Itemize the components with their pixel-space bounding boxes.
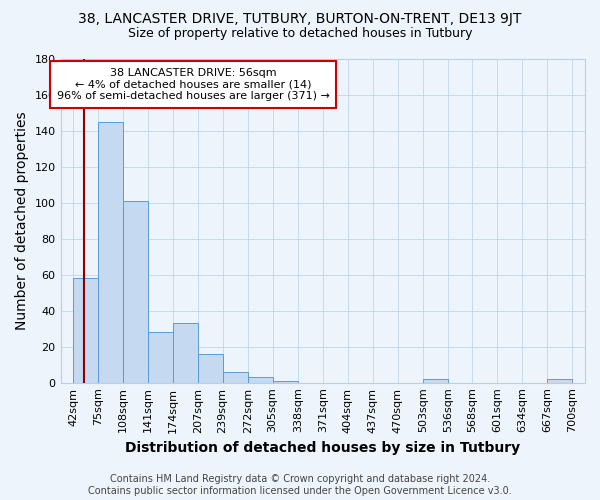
Text: 38, LANCASTER DRIVE, TUTBURY, BURTON-ON-TRENT, DE13 9JT: 38, LANCASTER DRIVE, TUTBURY, BURTON-ON-… [79, 12, 521, 26]
Bar [547, 379, 572, 382]
Bar [248, 378, 272, 382]
X-axis label: Distribution of detached houses by size in Tutbury: Distribution of detached houses by size … [125, 441, 520, 455]
Bar [98, 122, 123, 382]
Bar [223, 372, 248, 382]
Text: Size of property relative to detached houses in Tutbury: Size of property relative to detached ho… [128, 28, 472, 40]
Bar [272, 381, 298, 382]
Bar [423, 379, 448, 382]
Bar [73, 278, 98, 382]
Y-axis label: Number of detached properties: Number of detached properties [15, 112, 29, 330]
Bar [148, 332, 173, 382]
Bar [198, 354, 223, 382]
Text: 38 LANCASTER DRIVE: 56sqm
← 4% of detached houses are smaller (14)
96% of semi-d: 38 LANCASTER DRIVE: 56sqm ← 4% of detach… [56, 68, 329, 101]
Bar [173, 324, 198, 382]
Text: Contains HM Land Registry data © Crown copyright and database right 2024.
Contai: Contains HM Land Registry data © Crown c… [88, 474, 512, 496]
Bar [123, 201, 148, 382]
